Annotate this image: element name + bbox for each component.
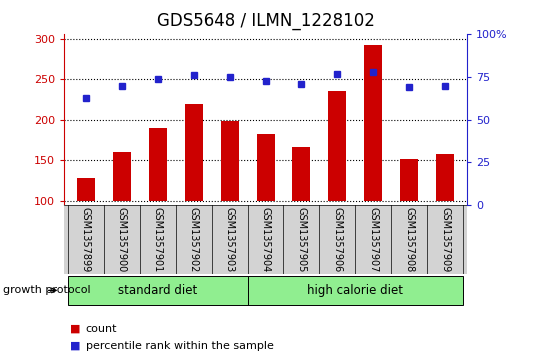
Text: count: count <box>86 323 117 334</box>
Bar <box>436 154 454 201</box>
Text: ■: ■ <box>70 323 80 334</box>
FancyBboxPatch shape <box>68 276 248 305</box>
Text: GSM1357902: GSM1357902 <box>188 207 198 272</box>
Text: GSM1357900: GSM1357900 <box>117 207 127 272</box>
Bar <box>221 121 239 201</box>
Bar <box>149 128 167 201</box>
Bar <box>77 178 95 201</box>
Title: GDS5648 / ILMN_1228102: GDS5648 / ILMN_1228102 <box>157 12 375 30</box>
Text: standard diet: standard diet <box>118 284 197 297</box>
Text: high calorie diet: high calorie diet <box>307 284 404 297</box>
Text: ■: ■ <box>70 340 80 351</box>
Text: GSM1357906: GSM1357906 <box>333 207 343 272</box>
Bar <box>364 45 382 201</box>
FancyBboxPatch shape <box>248 276 463 305</box>
Text: GSM1357909: GSM1357909 <box>440 207 450 272</box>
Text: GSM1357907: GSM1357907 <box>368 207 378 272</box>
Text: growth protocol: growth protocol <box>3 285 91 295</box>
Text: GSM1357908: GSM1357908 <box>404 207 414 272</box>
Text: GSM1357899: GSM1357899 <box>81 207 91 272</box>
Text: GSM1357905: GSM1357905 <box>296 207 306 272</box>
Text: percentile rank within the sample: percentile rank within the sample <box>86 340 273 351</box>
Text: GSM1357901: GSM1357901 <box>153 207 163 272</box>
Bar <box>184 103 203 201</box>
Bar <box>113 152 131 201</box>
Text: GSM1357904: GSM1357904 <box>260 207 271 272</box>
Text: GSM1357903: GSM1357903 <box>225 207 235 272</box>
Bar <box>257 134 274 201</box>
Bar <box>400 159 418 201</box>
Bar <box>292 147 310 201</box>
Bar <box>329 90 347 201</box>
